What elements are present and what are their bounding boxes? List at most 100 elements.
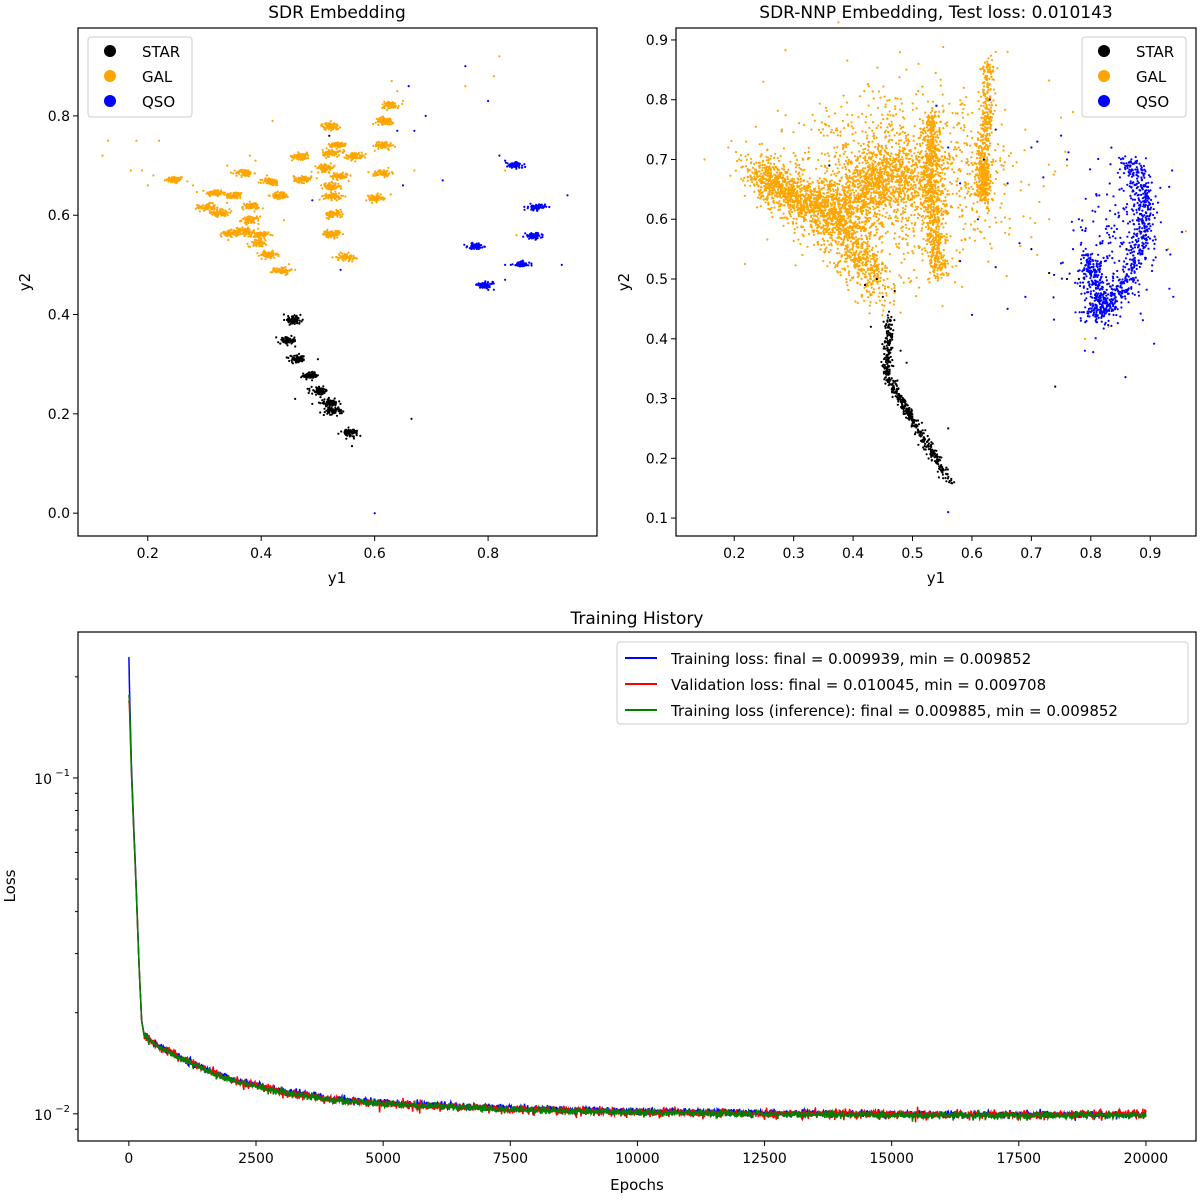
point [352,257,354,259]
point [321,170,323,172]
point [340,174,342,176]
point [746,159,748,161]
point [326,236,328,238]
point [865,261,867,263]
point [883,279,885,281]
point [786,172,788,174]
point [802,173,804,175]
point [250,236,252,238]
point [389,102,391,104]
point [792,201,794,203]
point [767,197,769,199]
point [528,262,530,264]
point [242,206,244,208]
point [394,146,396,148]
point [256,252,258,254]
point [768,167,770,169]
point [837,226,839,228]
point [196,191,198,193]
point [820,232,822,234]
point [793,208,795,210]
point [802,180,804,182]
point [321,187,323,189]
point [326,196,328,198]
y-tick-label: 0.4 [48,308,70,324]
point [340,430,342,432]
point [306,152,308,154]
point [276,267,278,269]
point [352,429,354,431]
legend-label: STAR [142,43,180,61]
point [820,244,822,246]
point [442,179,444,181]
point [335,188,337,190]
point [268,179,270,181]
point [756,172,758,174]
point [311,386,313,388]
point [889,270,891,272]
point [340,195,342,197]
point [310,176,312,178]
point [317,358,319,360]
point [293,336,295,338]
point [759,162,761,164]
point [247,236,249,238]
point [271,181,273,183]
point [751,171,753,173]
point [769,191,771,193]
point [340,410,342,412]
point [253,206,255,208]
point [324,411,326,413]
point [340,269,342,271]
point [387,167,389,169]
point [328,156,330,158]
point [797,173,799,175]
point [863,250,865,252]
point [757,197,759,199]
y-tick-label: 0.6 [48,208,70,224]
point [285,340,287,342]
point [782,174,784,176]
point [328,410,330,412]
point [812,218,814,220]
point [322,385,324,387]
point [235,192,237,194]
point [258,245,260,247]
point [381,147,383,149]
point [761,180,763,182]
point [531,264,533,266]
point [805,194,807,196]
point [846,253,848,255]
point [283,191,285,193]
point [866,246,868,248]
point [768,172,770,174]
point [273,257,275,259]
point [199,210,201,212]
point [267,254,269,256]
point [850,259,852,261]
point [377,170,379,172]
point [783,217,785,219]
point [283,219,285,221]
point [303,359,305,361]
point [787,178,789,180]
point [763,172,765,174]
point [740,154,742,156]
point [884,288,886,290]
point [523,209,525,211]
point [800,178,802,180]
point [881,241,883,243]
point [516,164,518,166]
point [389,144,391,146]
point [893,300,895,302]
point [756,181,758,183]
point [789,173,791,175]
point [744,184,746,186]
point [326,413,328,415]
point [354,152,356,154]
point [516,262,518,264]
point [396,90,398,92]
point [365,199,367,201]
point [375,172,377,174]
